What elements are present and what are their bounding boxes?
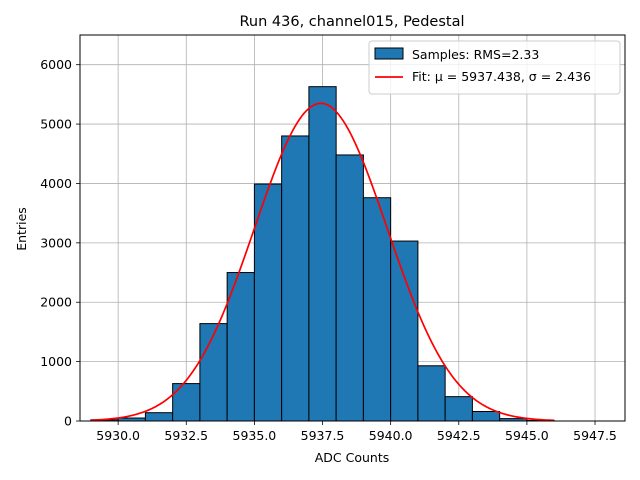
histogram-bar <box>362 197 392 422</box>
y-tick-label: 0 <box>64 414 72 429</box>
x-tick-label: 5942.5 <box>437 428 481 443</box>
histogram-bar <box>226 272 255 422</box>
y-tick-label: 5000 <box>40 117 72 132</box>
histogram-bar <box>281 135 310 422</box>
fit-curve <box>90 102 555 422</box>
histogram-bar <box>253 183 283 422</box>
x-tick-label: 5945.0 <box>505 428 549 443</box>
x-tick-label: 5935.0 <box>233 428 277 443</box>
y-tick-label: 6000 <box>40 57 72 72</box>
x-tick-label: 5937.5 <box>301 428 345 443</box>
legend-histogram-label: Samples: RMS=2.33 <box>412 47 539 62</box>
x-tick-label: 5947.5 <box>573 428 617 443</box>
legend-fit-label: Fit: μ = 5937.438, σ = 2.436 <box>412 69 591 84</box>
axes-frame <box>79 34 626 422</box>
histogram-bar <box>335 154 364 422</box>
histogram-bar <box>444 396 473 422</box>
fit-curve-group <box>90 102 555 422</box>
legend-histogram-swatch <box>374 47 404 60</box>
histogram-bar <box>144 412 174 422</box>
histogram-bar <box>417 365 446 422</box>
histogram-bar <box>172 383 201 422</box>
y-tick-label: 2000 <box>40 295 72 310</box>
y-tick-label: 1000 <box>40 354 72 369</box>
y-tick-label: 4000 <box>40 176 72 191</box>
x-tick-label: 5930.0 <box>96 428 140 443</box>
x-tick-label: 5932.5 <box>164 428 208 443</box>
y-axis-ticks: 0 1000 2000 3000 4000 5000 6000 <box>40 57 80 429</box>
histogram-bars <box>90 86 555 422</box>
x-axis-label: ADC Counts <box>315 450 390 465</box>
legend: Samples: RMS=2.33 Fit: μ = 5937.438, σ =… <box>368 40 621 95</box>
histogram-bar <box>308 86 337 422</box>
x-axis-ticks: 5930.0 5932.5 5935.0 5937.5 5940.0 5942.5 5945… <box>96 421 617 443</box>
histogram-bar <box>471 410 501 422</box>
chart-title: Run 436, channel015, Pedestal <box>239 14 464 30</box>
y-axis-label: Entries <box>14 207 29 251</box>
histogram-bar <box>199 323 228 422</box>
histogram-bar <box>390 240 419 422</box>
x-tick-label: 5940.0 <box>369 428 413 443</box>
y-tick-label: 3000 <box>40 235 72 250</box>
legend-box <box>368 40 621 95</box>
